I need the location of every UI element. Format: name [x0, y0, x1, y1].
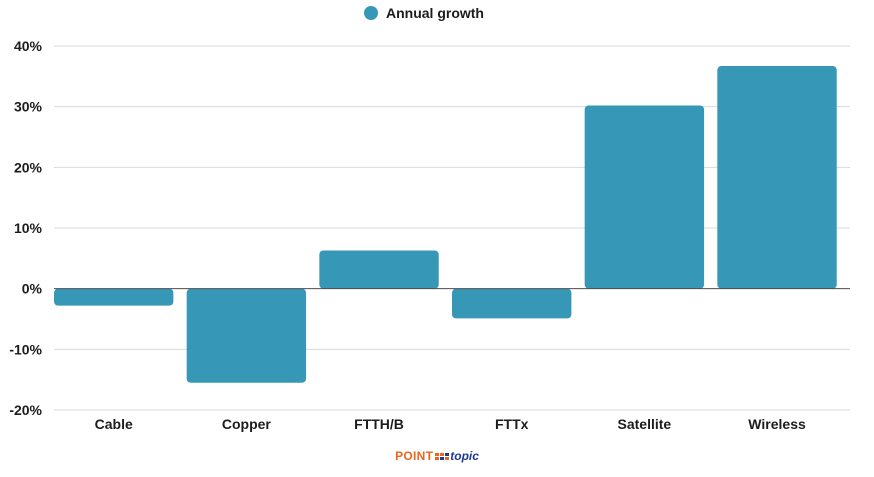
- bar-copper: [186, 288, 307, 383]
- logo-word-topic: topic: [450, 449, 479, 463]
- y-tick-label: 0%: [22, 281, 43, 297]
- bar-ftth-b: [319, 250, 439, 289]
- x-tick-label: Wireless: [748, 416, 806, 432]
- bar-satellite: [584, 105, 705, 289]
- legend: Annual growth: [364, 5, 484, 21]
- y-axis-ticks: -20% -10% 0% 10% 20% 30% 40%: [9, 38, 42, 418]
- x-tick-label: FTTH/B: [354, 416, 404, 432]
- logo-word-point: POINT: [395, 449, 434, 463]
- x-tick-label: Satellite: [618, 416, 672, 432]
- bar-cable: [54, 288, 174, 306]
- logo-grid-icon: [435, 452, 450, 460]
- bar-wireless: [717, 66, 837, 289]
- y-tick-label: 20%: [14, 159, 43, 175]
- y-tick-label: 10%: [14, 220, 43, 236]
- x-tick-label: Cable: [95, 416, 133, 432]
- x-tick-label: FTTx: [495, 416, 529, 432]
- x-tick-label: Copper: [222, 416, 272, 432]
- bars: [54, 66, 837, 383]
- bar-fttx: [452, 288, 572, 319]
- y-tick-label: 30%: [14, 99, 43, 115]
- legend-swatch: [364, 6, 378, 20]
- y-tick-label: -10%: [9, 341, 42, 357]
- legend-label: Annual growth: [386, 5, 484, 21]
- y-tick-label: 40%: [14, 38, 43, 54]
- x-axis-categories: Cable Copper FTTH/B FTTx Satellite Wireless: [95, 416, 806, 432]
- point-topic-logo: POINT topic: [0, 449, 874, 463]
- y-tick-label: -20%: [9, 402, 42, 418]
